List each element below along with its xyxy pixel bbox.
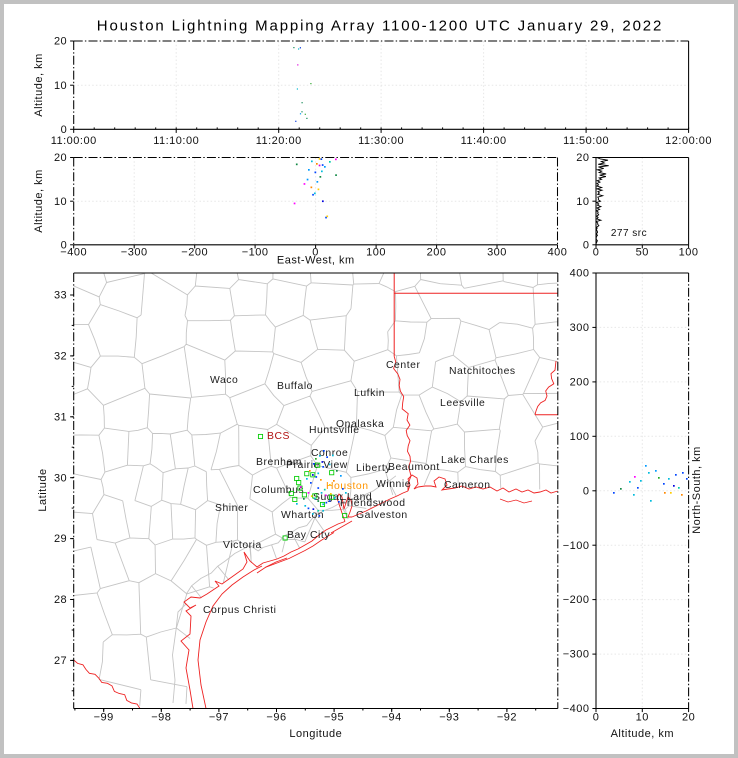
svg-text:Waco: Waco [210,375,238,386]
svg-text:−300: −300 [121,247,148,259]
svg-text:50: 50 [636,247,649,259]
svg-text:30: 30 [54,472,67,484]
svg-text:11:20:00: 11:20:00 [256,135,302,147]
svg-text:Altitude, km: Altitude, km [611,728,674,740]
svg-text:10: 10 [636,712,649,724]
svg-text:Houston: Houston [326,481,369,492]
svg-text:300: 300 [487,247,507,259]
svg-text:−94: −94 [382,712,402,724]
svg-text:100: 100 [366,247,386,259]
svg-text:0: 0 [593,712,600,724]
svg-text:Cameron: Cameron [444,480,491,491]
svg-text:Galveston: Galveston [356,510,408,521]
svg-text:−92: −92 [497,712,517,724]
svg-text:300: 300 [570,322,590,334]
svg-text:Latitude: Latitude [37,468,49,511]
svg-text:Columbus: Columbus [253,485,304,496]
svg-text:−200: −200 [563,594,590,606]
svg-text:12:00:00: 12:00:00 [665,135,712,147]
svg-text:Natchitoches: Natchitoches [449,366,516,377]
svg-text:400: 400 [548,247,568,259]
svg-text:North-South, km: North-South, km [691,446,703,534]
svg-text:Longitude: Longitude [289,728,342,740]
svg-text:−100: −100 [563,540,590,552]
svg-text:Liberty: Liberty [356,463,391,474]
svg-text:Houston Lightning Mapping Arra: Houston Lightning Mapping Array 1100-120… [97,18,663,35]
svg-text:11:40:00: 11:40:00 [461,135,507,147]
svg-text:Leesville: Leesville [440,398,485,409]
svg-text:0: 0 [593,247,600,259]
svg-text:10: 10 [54,196,67,208]
svg-text:0: 0 [312,247,319,259]
svg-text:11:30:00: 11:30:00 [358,135,404,147]
svg-text:Bay City: Bay City [287,530,330,541]
svg-text:Center: Center [386,360,421,371]
svg-text:20: 20 [576,152,589,164]
svg-text:0: 0 [583,239,590,251]
svg-text:200: 200 [570,377,590,389]
svg-text:100: 100 [679,247,699,259]
svg-text:Beaumont: Beaumont [388,462,440,473]
svg-text:20: 20 [54,152,67,164]
svg-text:Onalaska: Onalaska [336,419,384,430]
svg-text:−96: −96 [266,712,286,724]
svg-text:Brenham: Brenham [256,457,302,468]
svg-text:200: 200 [427,247,447,259]
svg-text:Friendswood: Friendswood [340,498,406,509]
svg-text:400: 400 [570,268,590,280]
svg-text:31: 31 [54,411,67,423]
svg-text:−98: −98 [151,712,171,724]
svg-text:20: 20 [682,712,695,724]
svg-text:Lufkin: Lufkin [354,388,385,399]
svg-text:11:00:00: 11:00:00 [51,135,97,147]
svg-text:277 src: 277 src [611,228,647,239]
svg-text:27: 27 [54,655,67,667]
svg-text:29: 29 [54,533,67,545]
svg-text:33: 33 [54,290,67,302]
svg-text:28: 28 [54,594,67,606]
svg-text:0: 0 [61,124,68,136]
svg-text:0: 0 [583,485,590,497]
svg-text:11:50:00: 11:50:00 [563,135,609,147]
svg-text:Conroe: Conroe [311,448,348,459]
svg-text:−400: −400 [60,247,87,259]
svg-text:11:10:00: 11:10:00 [153,135,199,147]
svg-text:Winnie: Winnie [376,479,411,490]
svg-text:10: 10 [576,196,589,208]
svg-text:32: 32 [54,351,67,363]
svg-text:0: 0 [61,239,68,251]
svg-text:Lake Charles: Lake Charles [441,455,509,466]
svg-text:Corpus Christi: Corpus Christi [203,605,277,616]
svg-text:−99: −99 [94,712,114,724]
svg-text:Buffalo: Buffalo [277,381,313,392]
svg-text:BCS: BCS [267,431,290,442]
svg-text:East-West, km: East-West, km [277,255,355,267]
svg-text:−100: −100 [242,247,269,259]
svg-text:Altitude, km: Altitude, km [33,53,45,116]
svg-text:−200: −200 [181,247,208,259]
svg-text:−400: −400 [563,703,590,715]
svg-text:−300: −300 [563,649,590,661]
svg-text:Altitude, km: Altitude, km [33,169,45,232]
svg-text:10: 10 [54,80,67,92]
svg-text:Sugar Land: Sugar Land [313,492,372,503]
svg-text:Huntsville: Huntsville [309,425,360,436]
svg-text:20: 20 [54,36,67,48]
svg-text:Victoria: Victoria [223,540,262,551]
svg-text:−95: −95 [324,712,344,724]
svg-text:−93: −93 [439,712,459,724]
svg-text:Wharton: Wharton [281,510,324,521]
svg-text:Shiner: Shiner [215,503,248,514]
svg-text:Prairie View: Prairie View [286,460,348,471]
svg-text:−97: −97 [209,712,229,724]
svg-text:100: 100 [570,431,590,443]
